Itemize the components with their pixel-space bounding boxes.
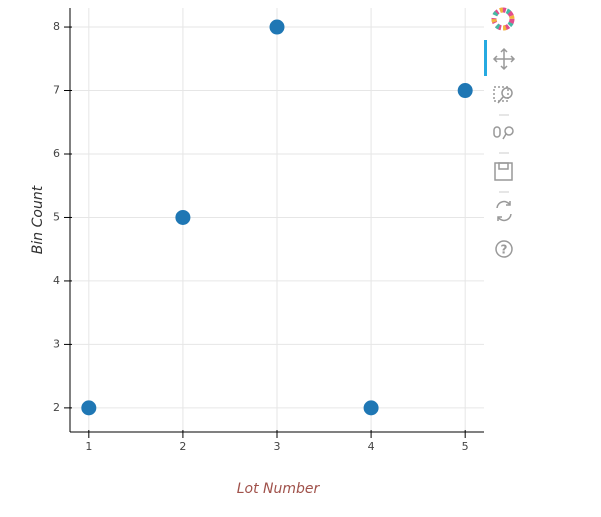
point [457,83,473,99]
bokeh-logo[interactable] [491,7,515,31]
y-tick-label: 5 [53,210,60,223]
help-tool[interactable]: ? [495,240,513,258]
point [269,19,285,35]
point [81,400,97,416]
y-tick-label: 3 [53,337,60,350]
y-tick-label: 8 [53,20,60,33]
point [363,400,379,416]
x-tick-label: 2 [179,440,186,453]
x-tick-label: 5 [462,440,469,453]
x-axis-label: Lot Number [237,481,321,497]
y-tick-label: 2 [53,401,60,414]
active-indicator [484,40,487,76]
y-tick-label: 7 [53,84,60,97]
y-tick-label: 4 [53,274,60,287]
box-zoom-tool[interactable] [493,86,513,104]
y-tick-label: 6 [53,147,60,160]
point [175,209,191,225]
wheel-zoom-tool[interactable] [493,126,514,140]
reset-tool[interactable] [496,200,512,222]
x-tick-label: 1 [85,440,92,453]
y-axis-label: Bin Count [30,185,46,254]
toolbar: ? [484,7,516,258]
save-tool[interactable] [494,162,513,181]
x-tick-label: 3 [274,440,281,453]
svg-text:?: ? [501,243,508,257]
x-tick-label: 4 [368,440,375,453]
pan-tool[interactable] [492,47,516,71]
